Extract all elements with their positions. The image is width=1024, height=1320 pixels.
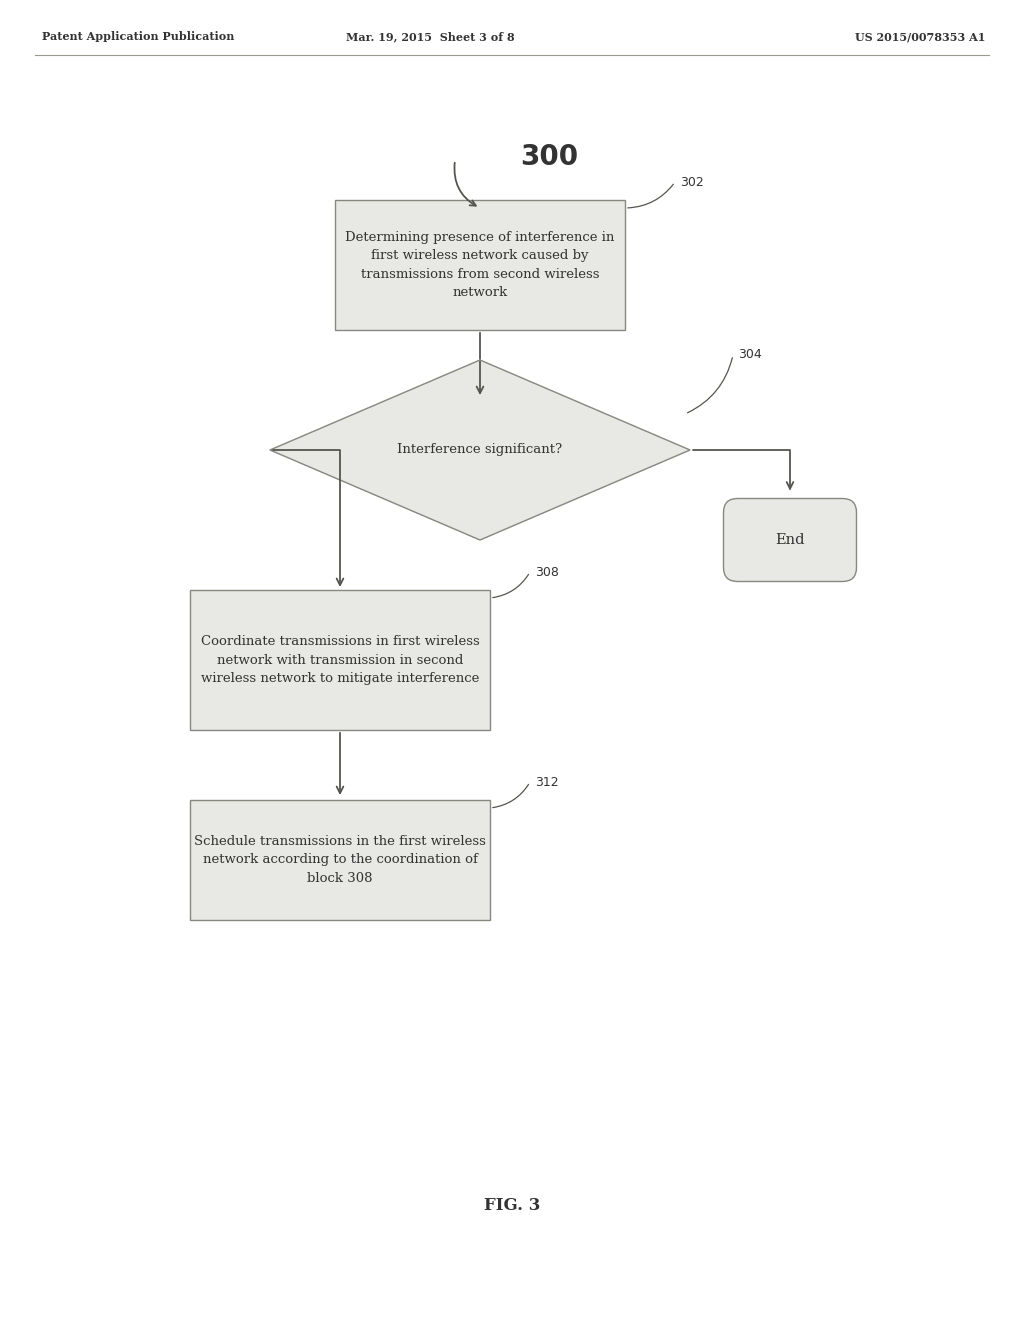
Text: 304: 304 <box>738 348 762 362</box>
Text: 302: 302 <box>680 176 703 189</box>
Text: 308: 308 <box>535 565 559 578</box>
FancyBboxPatch shape <box>190 800 490 920</box>
FancyBboxPatch shape <box>724 499 856 582</box>
Text: Determining presence of interference in
first wireless network caused by
transmi: Determining presence of interference in … <box>345 231 614 300</box>
Text: End: End <box>775 533 805 546</box>
Text: 300: 300 <box>520 143 579 172</box>
Text: Mar. 19, 2015  Sheet 3 of 8: Mar. 19, 2015 Sheet 3 of 8 <box>346 32 514 42</box>
Text: Coordinate transmissions in first wireless
network with transmission in second
w: Coordinate transmissions in first wirele… <box>201 635 479 685</box>
Polygon shape <box>270 360 690 540</box>
Text: Patent Application Publication: Patent Application Publication <box>42 32 234 42</box>
FancyBboxPatch shape <box>190 590 490 730</box>
Text: Schedule transmissions in the first wireless
network according to the coordinati: Schedule transmissions in the first wire… <box>195 836 486 884</box>
FancyBboxPatch shape <box>335 201 625 330</box>
Text: FIG. 3: FIG. 3 <box>483 1196 541 1213</box>
Text: 312: 312 <box>535 776 559 788</box>
Text: Interference significant?: Interference significant? <box>397 444 562 457</box>
Text: US 2015/0078353 A1: US 2015/0078353 A1 <box>855 32 985 42</box>
